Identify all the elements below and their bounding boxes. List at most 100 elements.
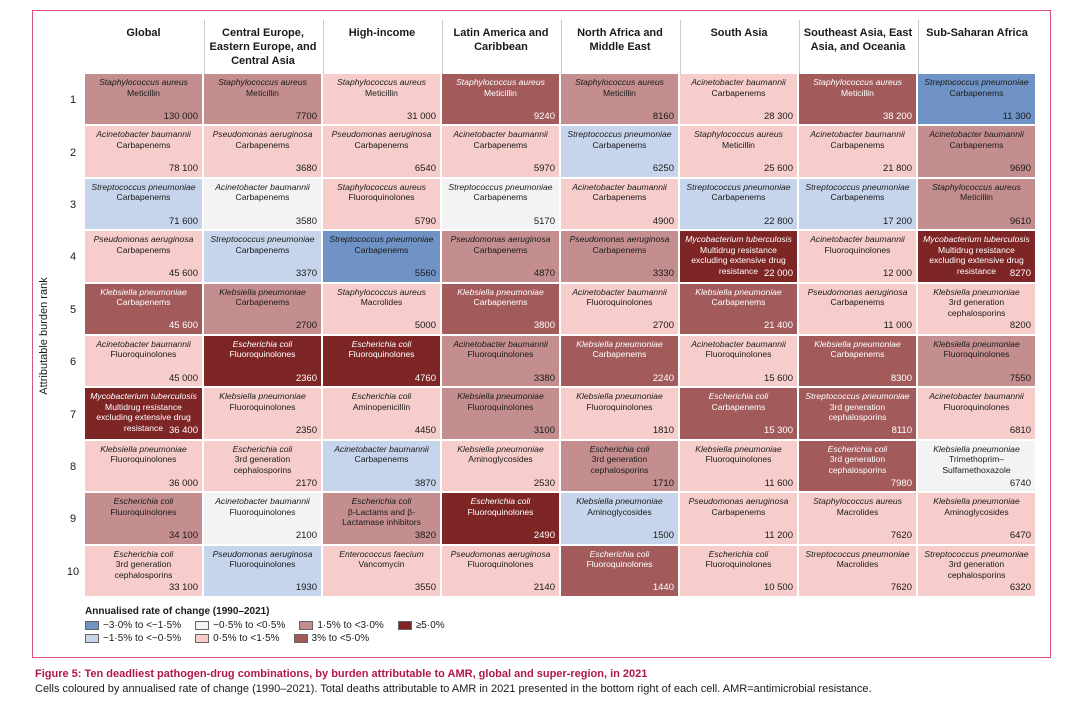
death-count: 7700 [295,110,317,122]
heatmap-cell: Acinetobacter baumannii Carbapenems 28 300 [680,74,797,125]
death-count: 2360 [295,372,317,384]
pathogen-name: Pseudomonas aeruginosa [331,129,432,140]
pathogen-name: Acinetobacter baumannii [96,129,191,140]
pathogen-name: Pseudomonas aeruginosa [212,129,313,140]
drug-name: Carbapenems [473,192,528,203]
pathogen-name: Streptococcus pneumoniae [448,181,553,192]
death-count: 34 100 [168,530,198,542]
heatmap-cell: Mycobacterium tuberculosis Multidrug resi… [918,231,1035,282]
pathogen-name: Acinetobacter baumannii [453,338,548,349]
heatmap-cell: Acinetobacter baumannii Carbapenems 5970 [442,126,559,177]
pathogen-name: Streptococcus pneumoniae [329,234,434,245]
drug-name: 3rd generation cephalosporins [828,454,887,475]
drug-name: Meticillin [484,87,517,98]
pathogen-name: Escherichia coli [232,338,293,349]
heatmap-cell: Acinetobacter baumannii Fluoroquinolones 1… [680,335,797,387]
death-count: 8200 [1009,320,1031,332]
heatmap-cell: Escherichia coli Fluoroquinolones 34 100 [85,493,202,544]
legend-label: −1·5% to <−0·5% [103,633,182,644]
legend-label: 1·5% to <3·0% [317,620,384,631]
legend-item: ≥5·0% [397,620,445,631]
heatmap-cell: Escherichia coli Aminopenicillin 4450 [323,388,440,439]
heatmap-cell: Staphylococcus aureus Macrolides 7620 [799,493,916,544]
death-count: 2490 [533,530,555,542]
legend-item: −3·0% to <−1·5% [85,620,181,631]
drug-name: Multidrug resistance excluding extensive… [96,401,191,433]
death-count: 11 200 [764,530,793,542]
drug-name: Fluoroquinolones [467,349,534,360]
legend-swatch [299,621,314,630]
drug-name: 3rd generation cephalosporins [233,454,292,475]
drug-name: Aminopenicillin [352,401,411,412]
rank-row: 4 Pseudomonas aeruginosa Carbapenems 45 600… [61,231,1035,283]
pathogen-name: Acinetobacter baumannii [215,181,310,192]
drug-name: Carbapenems [354,454,409,465]
legend-swatch [293,634,308,643]
pathogen-name: Acinetobacter baumannii [96,338,191,349]
column-header: Southeast Asia, East Asia, and Oceania [799,20,916,74]
death-count: 11 600 [764,477,793,489]
heatmap-cell: Enterococcus faecium Vancomycin 3550 [323,545,440,596]
legend-item: −0·5% to <0·5% [195,620,285,631]
heatmap-cell: Klebsiella pneumoniae Fluoroquinolones 181… [561,388,678,439]
pathogen-name: Escherichia coli [232,443,293,454]
heatmap-cell: Acinetobacter baumannii Fluoroquinolones 3… [442,335,559,387]
drug-name: Carbapenems [116,139,171,150]
heatmap-cell: Escherichia coli Carbapenems 15 300 [680,388,797,439]
death-count: 2140 [533,582,555,594]
pathogen-name: Acinetobacter baumannii [929,129,1024,140]
pathogen-name: Klebsiella pneumoniae [933,443,1020,454]
death-count: 5170 [533,215,555,227]
death-count: 3580 [295,215,317,227]
death-count: 38 200 [882,110,912,122]
drug-name: Macrolides [836,506,879,517]
rank-row: 8 Klebsiella pneumoniae Fluoroquinolones 36… [61,440,1035,493]
legend: Annualised rate of change (1990–2021) −3… [85,606,445,646]
death-count: 36 000 [168,477,198,489]
drug-name: Carbapenems [473,297,528,308]
legend-label: 3% to <5·0% [311,633,370,644]
death-count: 8270 [1009,268,1031,280]
heatmap-cell: Escherichia coli Fluoroquinolones 1440 [561,545,678,596]
rank-label: 5 [69,303,77,316]
rank-row: 5 Klebsiella pneumoniae Carbapenems 45 600 K… [61,283,1035,336]
drug-name: Carbapenems [592,192,647,203]
pathogen-name: Escherichia coli [708,548,769,559]
rank-row: 6 Acinetobacter baumannii Fluoroquinolones… [61,335,1035,388]
heatmap-cell: Pseudomonas aeruginosa Fluoroquinolones 21… [442,545,559,596]
heatmap-cell: Acinetobacter baumannii Fluoroquinolones 2… [204,493,321,544]
heatmap-cell: Streptococcus pneumoniae 3rd generation c… [799,388,916,439]
drug-name: Carbapenems [354,244,409,255]
heatmap-cell: Staphylococcus aureus Meticillin 9610 [918,178,1035,230]
pathogen-name: Escherichia coli [827,443,888,454]
heatmap-cell: Mycobacterium tuberculosis Multidrug resi… [85,388,202,439]
pathogen-name: Pseudomonas aeruginosa [450,234,551,245]
drug-name: 3rd generation cephalosporins [114,559,173,580]
heatmap-cell: Klebsiella pneumoniae Fluoroquinolones 755… [918,335,1035,387]
drug-name: Carbapenems [592,139,647,150]
drug-name: Fluoroquinolones [229,559,296,570]
drug-name: Fluoroquinolones [348,349,415,360]
drug-name: Fluoroquinolones [467,401,534,412]
caption-title: Figure 5: Ten deadliest pathogen-drug co… [35,668,648,680]
heatmap-cell: Mycobacterium tuberculosis Multidrug resi… [680,231,797,282]
death-count: 4900 [652,215,674,227]
legend-item: 3% to <5·0% [293,633,370,644]
death-count: 71 600 [168,215,198,227]
drug-name: Meticillin [841,87,874,98]
drug-name: β-Lactams and β-Lactamase inhibitors [342,506,421,528]
death-count: 3870 [414,477,436,489]
pathogen-name: Streptococcus pneumoniae [567,129,672,140]
legend-label: −3·0% to <−1·5% [103,620,182,631]
drug-name: Carbapenems [354,139,409,150]
drug-name: Fluoroquinolones [705,559,772,570]
death-count: 130 000 [163,110,198,122]
heatmap-cell: Acinetobacter baumannii Carbapenems 3870 [323,440,440,492]
pathogen-name: Escherichia coli [708,391,769,402]
drug-name: Aminoglycosides [944,506,1009,517]
pathogen-name: Mycobacterium tuberculosis [685,234,792,245]
pathogen-name: Acinetobacter baumannii [691,338,786,349]
pathogen-name: Klebsiella pneumoniae [576,496,663,507]
death-count: 3330 [652,268,674,280]
heatmap-cell: Streptococcus pneumoniae Carbapenems 17 20… [799,178,916,230]
